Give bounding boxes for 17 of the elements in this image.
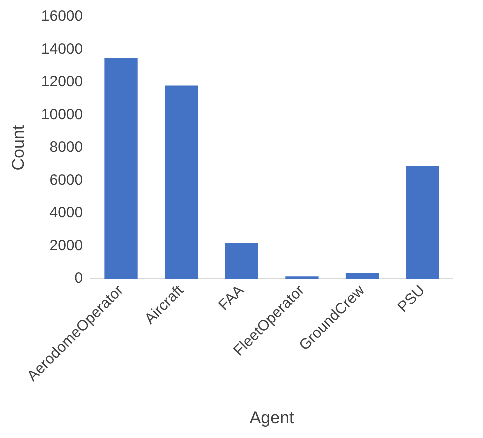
y-tick-label: 14000 — [41, 40, 84, 58]
bar — [346, 273, 380, 280]
bar — [104, 58, 138, 280]
bar — [286, 276, 319, 280]
y-tick-label: 16000 — [41, 8, 84, 26]
bar — [406, 166, 440, 280]
y-axis-title: Count — [8, 125, 28, 171]
y-tick-label: 6000 — [50, 172, 84, 189]
x-axis-title: Agent — [250, 408, 295, 428]
bar — [225, 243, 258, 280]
y-tick-label: 0 — [74, 270, 84, 288]
y-tick-label: 12000 — [41, 74, 84, 91]
y-tick-label: 10000 — [41, 106, 84, 124]
bar — [164, 86, 198, 280]
y-tick-label: 2000 — [50, 237, 84, 254]
y-tick-label: 4000 — [50, 204, 84, 222]
y-tick-label: 8000 — [50, 139, 84, 156]
